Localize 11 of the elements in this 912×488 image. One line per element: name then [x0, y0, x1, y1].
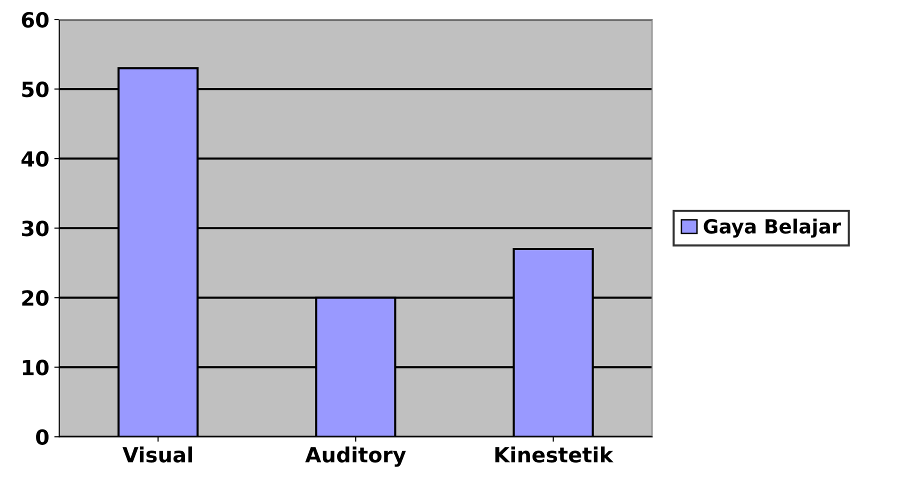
- y-tick-label: 10: [22, 360, 49, 376]
- y-tick-label: 60: [22, 12, 49, 28]
- y-tick-label: 50: [22, 82, 49, 98]
- x-tick-label: Kinestetik: [495, 446, 614, 463]
- x-tick-label: Visual: [122, 446, 192, 463]
- y-tick-label: 0: [36, 429, 49, 445]
- legend-label: Gaya Belajar: [704, 218, 841, 238]
- x-tick-label: Auditory: [305, 446, 406, 467]
- y-tick-label: 30: [22, 220, 49, 236]
- y-tick-label: 40: [22, 151, 49, 167]
- y-tick-label: 20: [22, 290, 49, 306]
